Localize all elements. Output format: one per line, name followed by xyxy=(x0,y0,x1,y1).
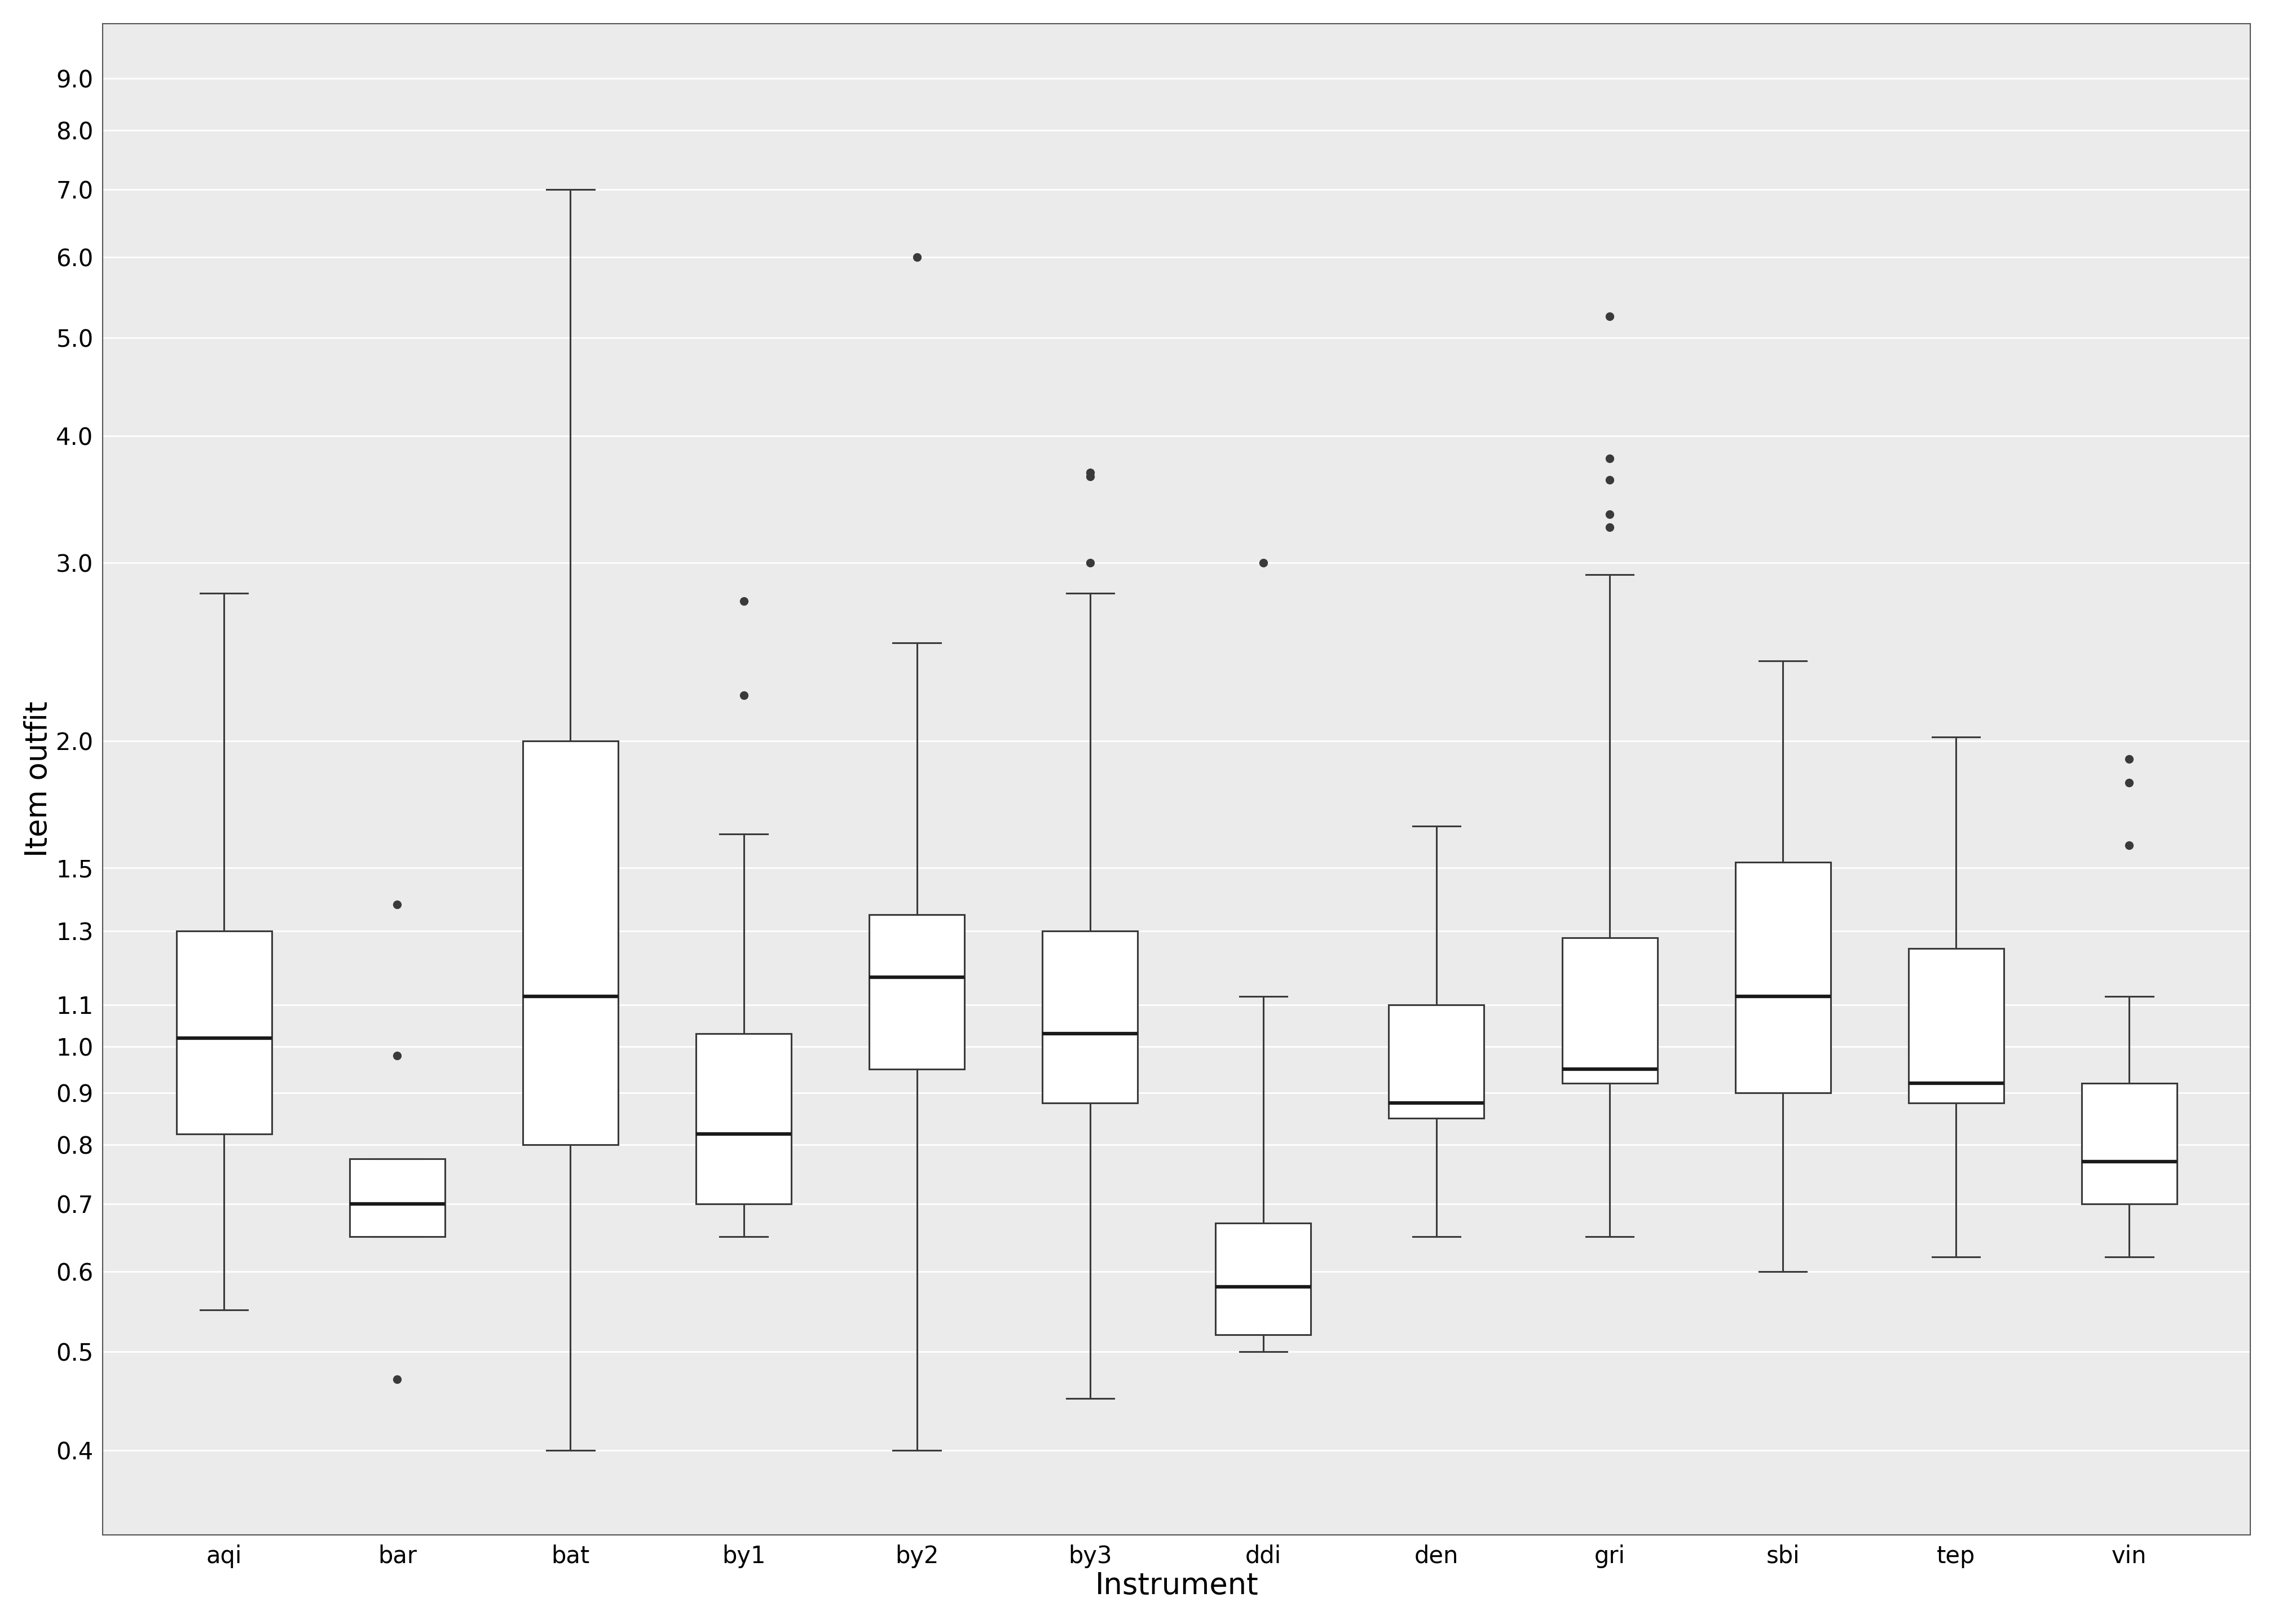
Y-axis label: Item outfit: Item outfit xyxy=(23,702,52,857)
PathPatch shape xyxy=(523,741,619,1145)
PathPatch shape xyxy=(1041,931,1137,1103)
PathPatch shape xyxy=(696,1033,791,1203)
PathPatch shape xyxy=(2081,1083,2176,1203)
PathPatch shape xyxy=(350,1160,446,1236)
PathPatch shape xyxy=(1389,1005,1485,1119)
PathPatch shape xyxy=(1562,937,1658,1083)
PathPatch shape xyxy=(1908,948,2003,1103)
PathPatch shape xyxy=(1735,862,1831,1093)
PathPatch shape xyxy=(177,931,271,1134)
PathPatch shape xyxy=(1217,1223,1310,1335)
X-axis label: Instrument: Instrument xyxy=(1096,1570,1258,1601)
PathPatch shape xyxy=(869,914,964,1069)
